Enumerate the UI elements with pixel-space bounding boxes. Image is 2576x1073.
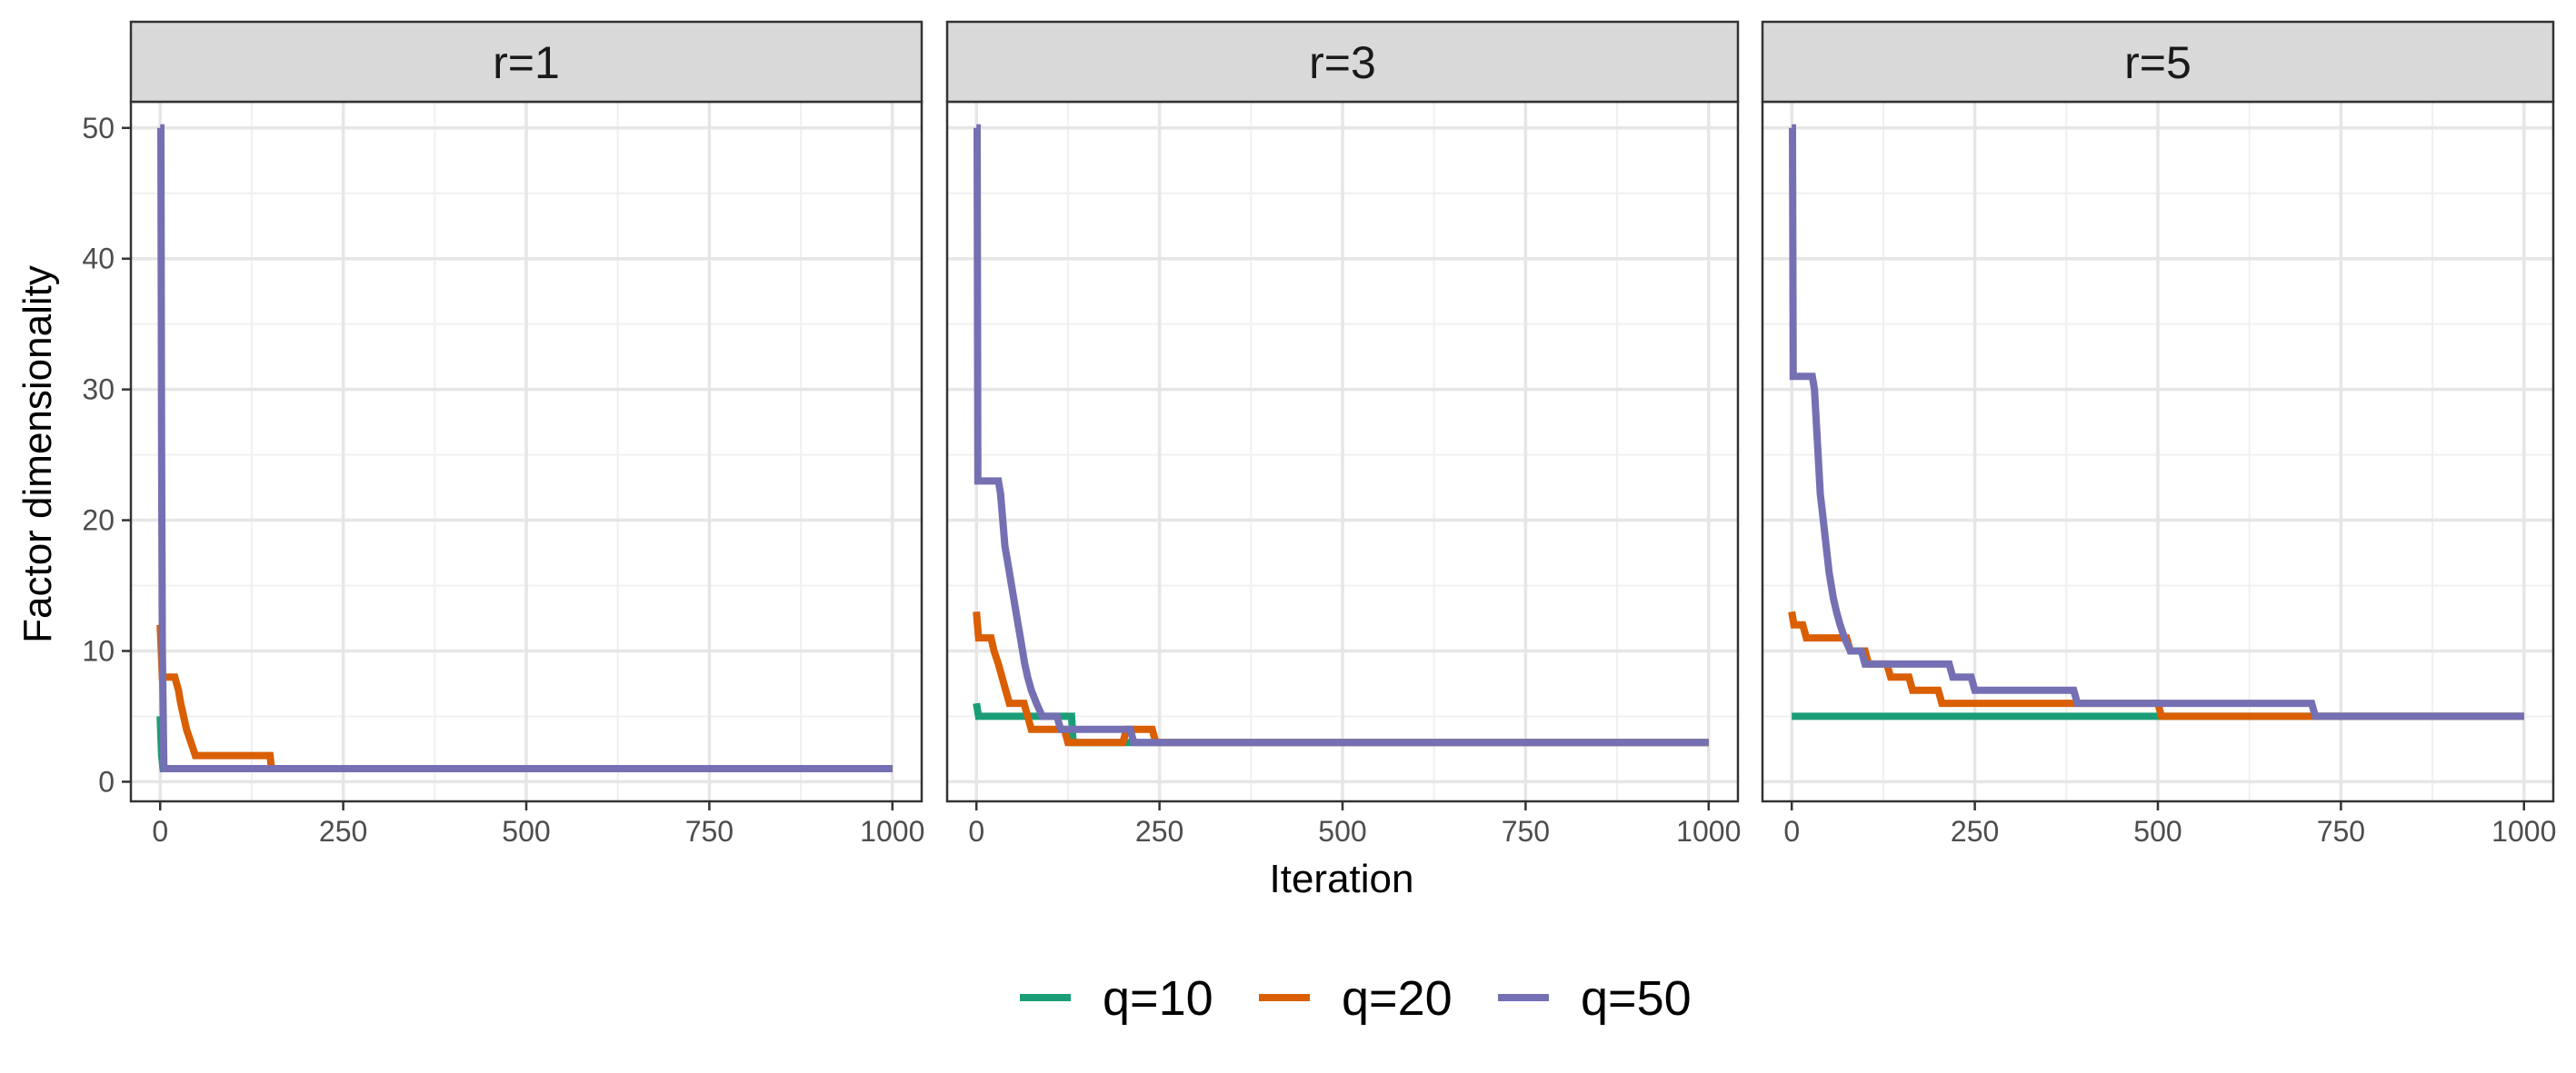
x-tick-label: 250 — [1951, 815, 1999, 848]
legend-label: q=10 — [1103, 971, 1213, 1026]
x-tick-label: 250 — [319, 815, 367, 848]
legend-item-q=20: q=20 — [1259, 971, 1453, 1026]
legend-item-q=50: q=50 — [1498, 971, 1692, 1026]
y-tick-label: 40 — [82, 243, 115, 275]
facet-strip-label: r=5 — [2124, 37, 2192, 88]
x-tick-label: 0 — [1783, 815, 1800, 848]
grid — [947, 102, 1738, 801]
legend-item-q=10: q=10 — [1020, 971, 1213, 1026]
y-tick-label: 30 — [82, 373, 115, 406]
x-tick-label: 750 — [1502, 815, 1550, 848]
facet-strip — [945, 20, 1740, 104]
facet-strip — [129, 20, 924, 104]
facet-panels: r=1 0 250 500 750 1000 0 10 20 30 40 50 r=3 0 250 500 75… — [82, 20, 2556, 848]
x-tick-label: 1000 — [2491, 815, 2556, 848]
x-tick-label: 500 — [2133, 815, 2182, 848]
legend-label: q=20 — [1342, 971, 1453, 1026]
facet-panel-r=5: r=5 0 250 500 750 1000 — [1761, 20, 2556, 848]
y-tick-label: 50 — [82, 112, 115, 144]
series-line-q=50 — [1789, 124, 2524, 720]
facet-panel-r=3: r=3 0 250 500 750 1000 — [945, 20, 1741, 848]
x-tick-label: 0 — [152, 815, 168, 848]
facet-strip — [1761, 20, 2555, 104]
y-tick-label: 0 — [98, 765, 115, 798]
y-tick-label: 20 — [82, 504, 115, 537]
x-tick-label: 500 — [1318, 815, 1366, 848]
facet-panel-r=1: r=1 0 250 500 750 1000 0 10 20 30 40 50 — [82, 20, 924, 848]
x-tick-label: 1000 — [860, 815, 924, 848]
facet-strip-label: r=1 — [493, 37, 560, 88]
y-tick-label: 10 — [82, 634, 115, 667]
legend-label: q=50 — [1581, 971, 1692, 1026]
x-tick-label: 500 — [502, 815, 550, 848]
x-tick-label: 750 — [685, 815, 734, 848]
x-axis-title: Iteration — [1270, 857, 1414, 901]
x-tick-label: 0 — [968, 815, 984, 848]
series-line-q=50 — [973, 124, 1709, 747]
grid — [1762, 102, 2553, 801]
series-line-q=20 — [156, 624, 893, 772]
y-axis-title: Factor dimensionality — [15, 265, 60, 643]
x-tick-label: 250 — [1135, 815, 1183, 848]
x-tick-label: 750 — [2317, 815, 2365, 848]
series-line-q=50 — [157, 124, 893, 772]
facet-strip-label: r=3 — [1309, 37, 1376, 88]
x-tick-label: 1000 — [1676, 815, 1741, 848]
legend: q=10 q=20 q=50 — [1020, 971, 1692, 1026]
